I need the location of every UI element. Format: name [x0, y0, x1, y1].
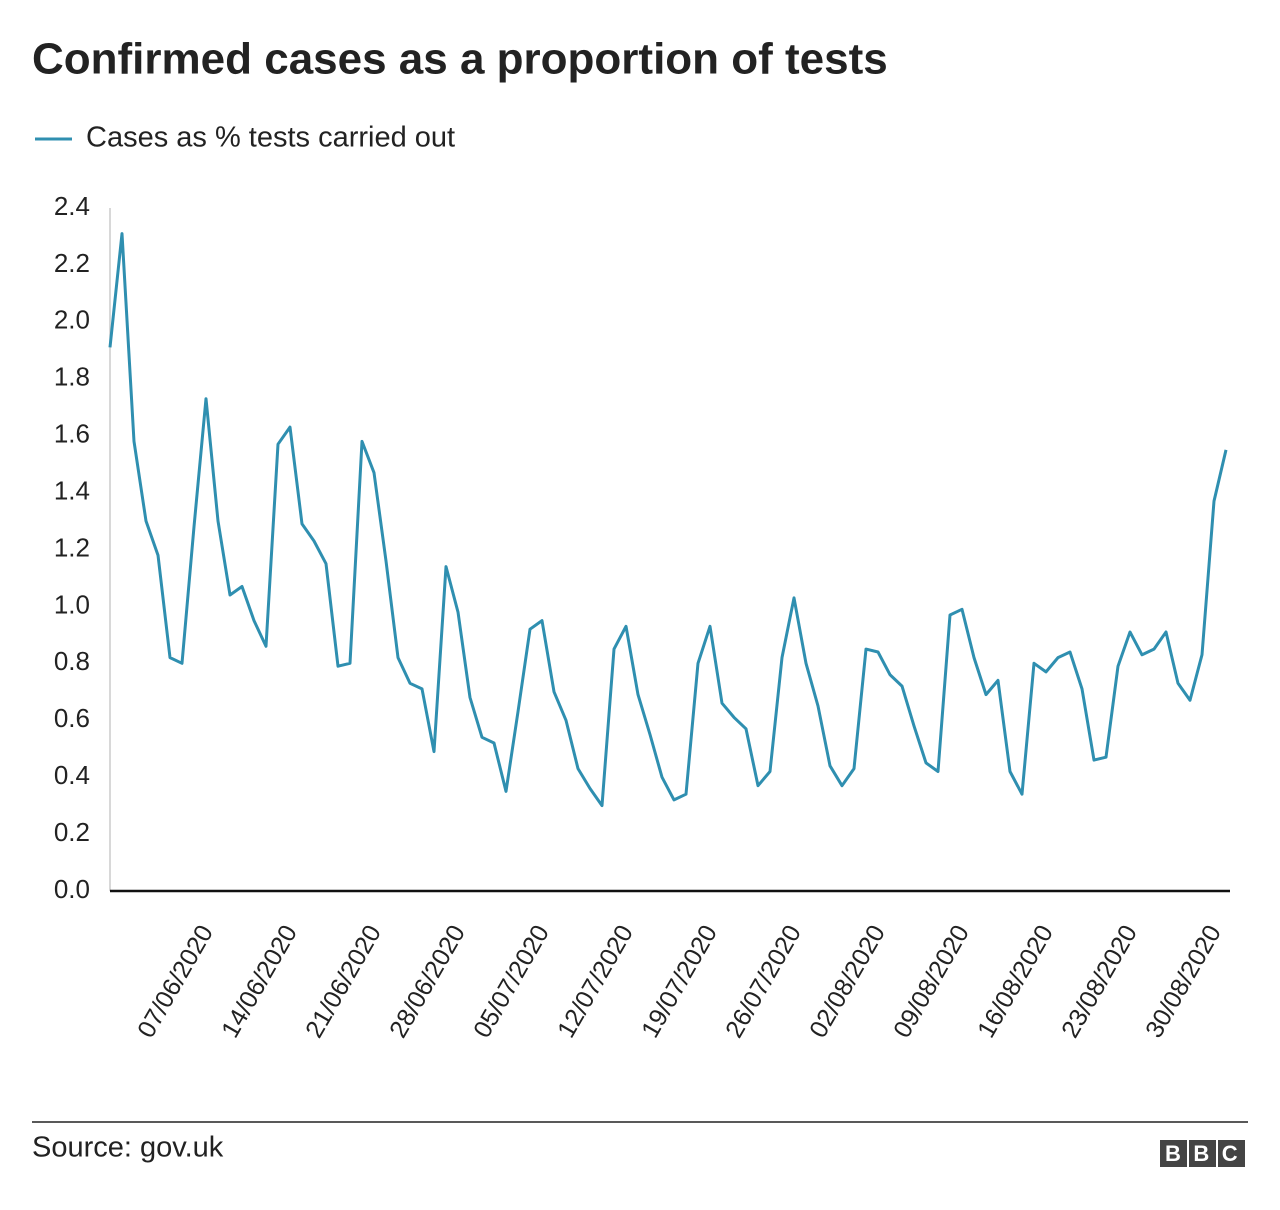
logo: BBC — [1165, 1141, 1250, 1166]
x-tick-label: 21/06/2020 — [300, 920, 387, 1042]
x-tick-label: 14/06/2020 — [216, 920, 303, 1042]
y-tick-label: 0.6 — [54, 703, 90, 733]
y-tick-label: 0.4 — [54, 760, 90, 790]
logo-box — [1218, 1140, 1245, 1167]
x-tick-label: 30/08/2020 — [1140, 920, 1227, 1042]
y-tick-label: 1.2 — [54, 532, 90, 562]
y-tick-label: 2.0 — [54, 305, 90, 335]
x-tick-label: 26/07/2020 — [720, 920, 807, 1042]
source: Source: gov.uk — [32, 1132, 224, 1164]
y-tick-label: 1.6 — [54, 419, 90, 449]
legend-label: Cases as % tests carried out — [86, 122, 455, 154]
y-tick-label: 0.2 — [54, 817, 90, 847]
logo-box — [1160, 1140, 1187, 1167]
x-tick-label: 05/07/2020 — [468, 920, 555, 1042]
x-tick-label: 07/06/2020 — [132, 920, 219, 1042]
y-tick-label: 0.8 — [54, 646, 90, 676]
y-tick-label: 1.4 — [54, 475, 90, 505]
y-tick-label: 2.2 — [54, 248, 90, 278]
y-tick-label: 1.0 — [54, 589, 90, 619]
y-tick-label: 0.0 — [54, 874, 90, 904]
y-tick-label: 1.8 — [54, 362, 90, 392]
data-line — [108, 232, 1228, 808]
chart-title: Confirmed cases as a proportion of tests — [32, 35, 888, 84]
x-tick-label: 28/06/2020 — [384, 920, 471, 1042]
x-tick-label: 09/08/2020 — [888, 920, 975, 1042]
x-tick-label: 23/08/2020 — [1056, 920, 1143, 1042]
logo-box — [1189, 1140, 1216, 1167]
y-tick-label: 2.4 — [54, 191, 90, 221]
x-tick-label: 12/07/2020 — [552, 920, 639, 1042]
x-tick-label: 19/07/2020 — [636, 920, 723, 1042]
x-tick-label: 02/08/2020 — [804, 920, 891, 1042]
x-tick-label: 16/08/2020 — [972, 920, 1059, 1042]
